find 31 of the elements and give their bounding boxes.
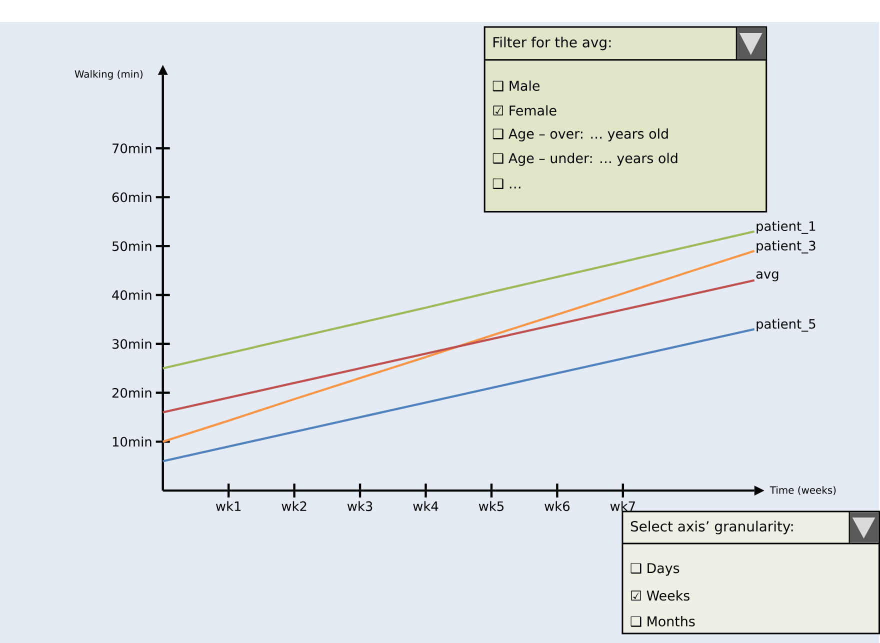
x-tick-label: wk7 <box>610 500 635 511</box>
annotation: ❑ Male <box>492 80 540 92</box>
text: Filter for the avg: <box>493 36 611 50</box>
text: ☑ Weeks <box>631 590 690 600</box>
x-tick-label: wk3 <box>347 500 372 511</box>
y-axis-title: Walking (min) <box>74 70 143 80</box>
series-label: patient_5 <box>756 318 816 332</box>
x-tick-label: wk1 <box>216 500 241 511</box>
x-tick-label: wk4 <box>413 500 438 511</box>
annotation: ❑ … <box>492 178 520 189</box>
x-tick-label: wk2 <box>282 500 306 511</box>
annotation: ❑ Age – over: … years old <box>492 128 668 142</box>
text: ❑ Months <box>630 616 695 627</box>
series-label: avg <box>756 271 778 282</box>
text: Select axis’ granularity: <box>630 520 793 534</box>
annotation: ❑ Age – under: … years old <box>492 152 678 166</box>
text: ❑ Days <box>630 562 680 576</box>
y-tick-label: 30min <box>112 338 152 349</box>
series-label: patient_1 <box>756 220 816 234</box>
x-tick-label: wk5 <box>478 500 504 511</box>
series-label: patient_3 <box>756 240 816 254</box>
y-tick-label: 60min <box>112 192 152 202</box>
annotation: ☑ Female <box>493 104 556 116</box>
y-tick-label: 50min <box>112 240 152 251</box>
y-tick-label: 20min <box>112 388 152 398</box>
y-tick-label: 40min <box>112 290 152 300</box>
y-tick-label: 10min <box>112 436 152 446</box>
x-axis-title: Time (weeks) <box>770 486 836 495</box>
line-series <box>162 250 756 443</box>
y-tick-label: 70min <box>112 143 152 154</box>
x-tick-label: wk6 <box>544 500 570 511</box>
